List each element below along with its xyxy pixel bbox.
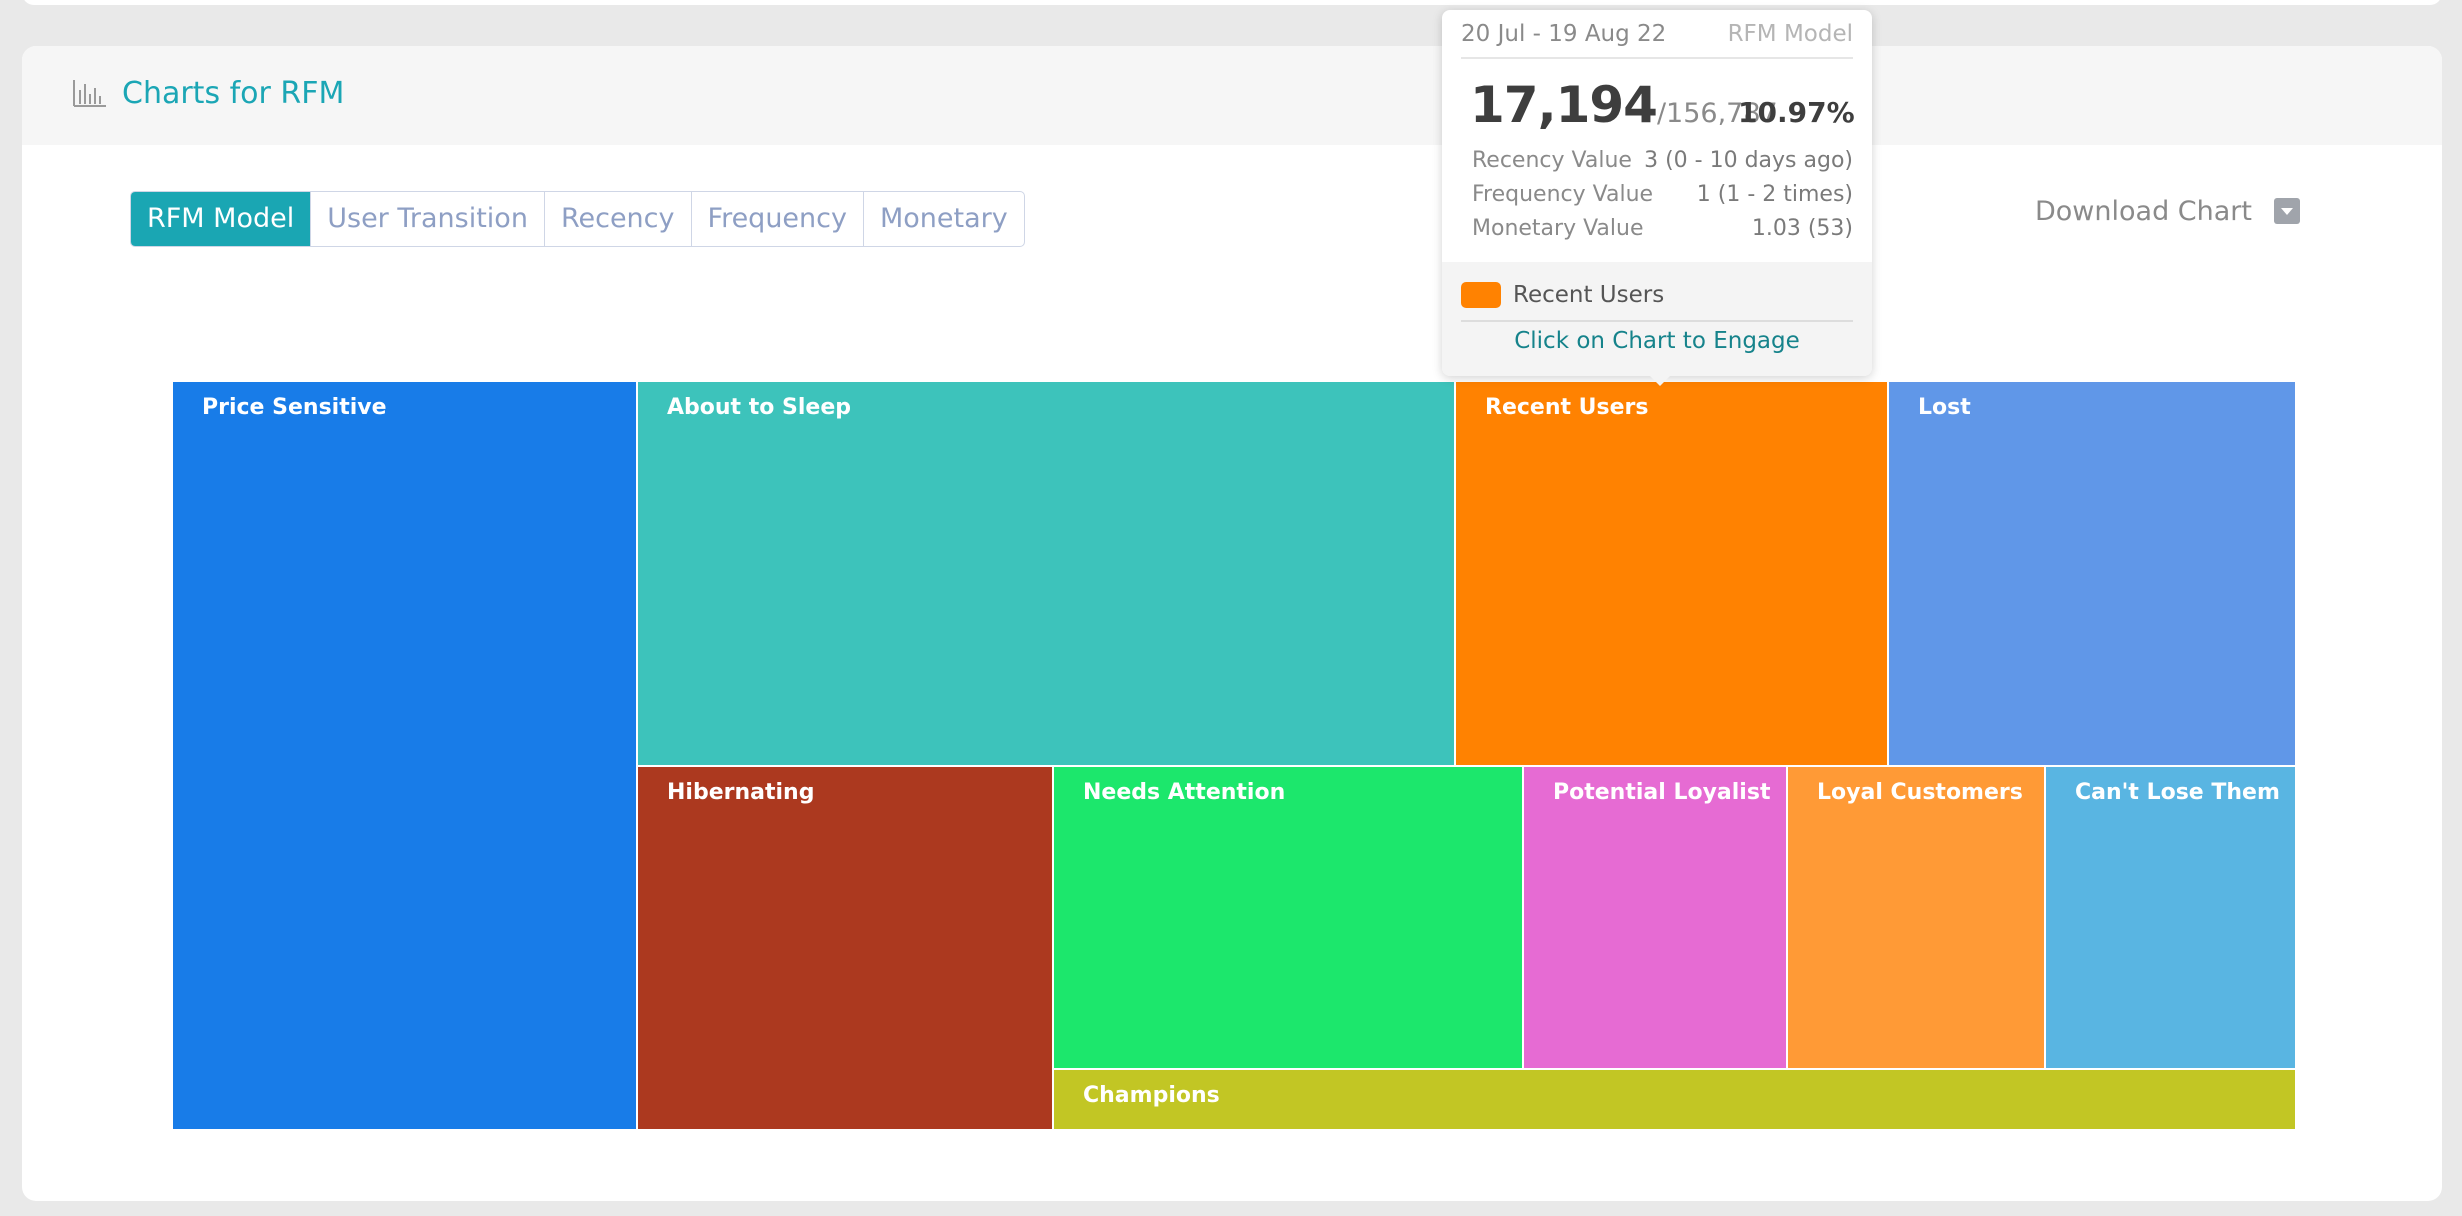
- treemap-cell-hibernating[interactable]: [636, 765, 1054, 1131]
- tab-user-transition[interactable]: User Transition: [310, 192, 544, 246]
- treemap-cell-about-to-sleep[interactable]: [636, 380, 1456, 767]
- tooltip-count-group: 17,194/156,787: [1470, 76, 1778, 134]
- treemap-label-potential-loyalist: Potential Loyalist: [1553, 780, 1771, 805]
- treemap-label-hibernating: Hibernating: [667, 780, 814, 805]
- tooltip-row-frequency: Frequency Value 1 (1 - 2 times): [1472, 182, 1853, 212]
- tab-monetary[interactable]: Monetary: [862, 192, 1024, 246]
- treemap-cell-needs-attention[interactable]: [1052, 765, 1524, 1070]
- download-chart-label: Download Chart: [2035, 195, 2252, 227]
- tooltip-row-value: 3 (0 - 10 days ago): [1644, 148, 1853, 173]
- treemap-label-can-t-lose-them: Can't Lose Them: [2075, 780, 2280, 805]
- tooltip-row-monetary: Monetary Value 1.03 (53): [1472, 216, 1853, 246]
- tooltip-row-label: Monetary Value: [1472, 216, 1644, 241]
- treemap-label-champions: Champions: [1083, 1083, 1220, 1108]
- tooltip-model: RFM Model: [1727, 21, 1853, 47]
- download-chart-button[interactable]: Download Chart: [2035, 193, 2300, 229]
- tooltip-legend-label: Recent Users: [1513, 282, 1665, 308]
- treemap-label-recent-users: Recent Users: [1485, 395, 1649, 420]
- tooltip-row-recency: Recency Value 3 (0 - 10 days ago): [1472, 148, 1853, 178]
- tooltip-legend-swatch: [1461, 282, 1501, 308]
- treemap-label-lost: Lost: [1918, 395, 1971, 420]
- tooltip-divider-2: [1461, 320, 1853, 322]
- bar-chart-icon: [73, 80, 106, 107]
- tooltip-legend: Recent Users: [1461, 282, 1664, 308]
- tooltip-divider: [1461, 57, 1853, 59]
- treemap-cell-champions[interactable]: [1052, 1068, 2297, 1131]
- segment-tooltip: 20 Jul - 19 Aug 22 RFM Model 17,194/156,…: [1442, 10, 1872, 386]
- tab-recency[interactable]: Recency: [543, 192, 691, 246]
- tooltip-row-label: Frequency Value: [1472, 182, 1654, 207]
- tooltip-row-label: Recency Value: [1472, 148, 1632, 173]
- engage-link[interactable]: Click on Chart to Engage: [1514, 328, 1800, 354]
- card-title: Charts for RFM: [122, 76, 345, 111]
- chart-tabs: RFM Model User Transition Recency Freque…: [130, 191, 1025, 247]
- treemap-cell-lost[interactable]: [1887, 380, 2297, 767]
- tooltip-row-value: 1.03 (53): [1751, 216, 1853, 241]
- treemap-label-needs-attention: Needs Attention: [1083, 780, 1285, 805]
- treemap-cell-recent-users[interactable]: [1454, 380, 1889, 767]
- treemap-label-price-sensitive: Price Sensitive: [202, 395, 387, 420]
- tooltip-count: 17,194: [1470, 76, 1658, 134]
- treemap-cell-price-sensitive[interactable]: [171, 380, 638, 1131]
- tooltip-date-range: 20 Jul - 19 Aug 22: [1461, 21, 1667, 47]
- tab-rfm-model[interactable]: RFM Model: [131, 192, 311, 246]
- tab-frequency[interactable]: Frequency: [690, 192, 863, 246]
- card-header: Charts for RFM: [22, 46, 2442, 145]
- treemap-cell-can-t-lose-them[interactable]: [2044, 765, 2297, 1070]
- previous-card: [22, 0, 2442, 5]
- tooltip-footer: [1442, 262, 1872, 376]
- treemap-cell-loyal-customers[interactable]: [1786, 765, 2046, 1070]
- dropdown-caret-icon[interactable]: [2274, 198, 2300, 224]
- treemap-cell-potential-loyalist[interactable]: [1522, 765, 1788, 1070]
- tooltip-row-value: 1 (1 - 2 times): [1696, 182, 1853, 207]
- treemap-label-about-to-sleep: About to Sleep: [667, 395, 851, 420]
- tooltip-total: /156,787: [1656, 98, 1778, 129]
- tooltip-percent: 10.97%: [1738, 96, 1855, 129]
- treemap-label-loyal-customers: Loyal Customers: [1817, 780, 2023, 805]
